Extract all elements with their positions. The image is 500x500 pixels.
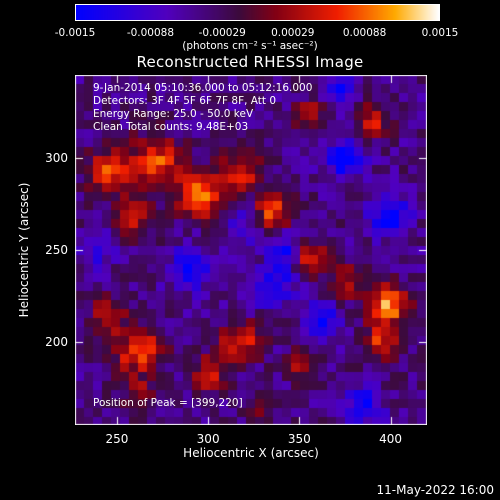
- info-clean-counts: Clean Total counts: 9.48E+03: [93, 121, 249, 133]
- colorbar-tick-label: 0.0015: [421, 27, 459, 39]
- info-time-range: 9-Jan-2014 05:10:36.000 to 05:12:16.000: [93, 82, 313, 94]
- colorbar-tick-label: -0.0015: [54, 27, 96, 39]
- colorbar-tick-label: 0.00029: [271, 27, 315, 39]
- x-tick-label: 300: [196, 432, 220, 446]
- x-axis-label: Heliocentric X (arcsec): [183, 446, 319, 460]
- peak-position-label: Position of Peak = [399,220]: [93, 397, 243, 409]
- y-tick-label: 200: [45, 335, 68, 350]
- x-tick-label: 400: [379, 432, 402, 446]
- y-tick-label: 250: [45, 243, 68, 257]
- timestamp-footer: 11-May-2022 16:00: [376, 483, 494, 497]
- colorbar-tick-label: -0.00029: [198, 27, 246, 39]
- y-axis-label: Heliocentric Y (arcsec): [17, 182, 31, 318]
- colorbar-tick-label: 0.00088: [342, 27, 387, 39]
- info-energy-range: Energy Range: 25.0 - 50.0 keV: [93, 108, 254, 120]
- y-tick-label: 300: [45, 150, 68, 165]
- colorbar-units: (photons cm⁻² s⁻¹ asec⁻²): [182, 40, 318, 52]
- info-detectors: Detectors: 3F 4F 5F 6F 7F 8F, Att 0: [93, 95, 277, 107]
- colorbar-tick-label: -0.00088: [126, 27, 175, 39]
- colorbar: [75, 4, 440, 21]
- heatmap-image: [75, 75, 427, 425]
- chart-title: Reconstructed RHESSI Image: [136, 53, 364, 71]
- x-tick-label: 250: [105, 432, 129, 446]
- x-tick-label: 350: [287, 432, 311, 446]
